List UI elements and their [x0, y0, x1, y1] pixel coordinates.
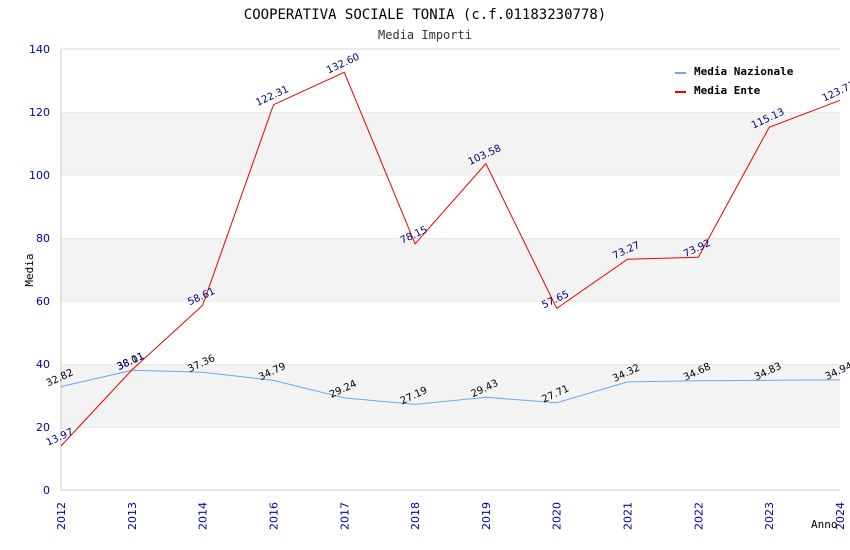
legend: Media Nazionale Media Ente — [675, 65, 794, 97]
y-axis-title: Media — [23, 253, 36, 286]
y-tick-label: 0 — [43, 484, 50, 497]
y-tick-label: 100 — [29, 169, 50, 182]
grid-band — [61, 112, 840, 175]
x-axis-title: Anno — [811, 518, 838, 531]
legend-label-ente: Media Ente — [694, 84, 761, 97]
y-tick-label: 120 — [29, 106, 50, 119]
x-tick-label: 2012 — [55, 502, 68, 530]
chart-subtitle: Media Importi — [378, 28, 472, 42]
grid-bands — [61, 48, 840, 490]
y-tick-labels: 0 20 40 60 80 100 120 140 — [29, 43, 50, 497]
grid-band — [61, 238, 840, 301]
x-tick-label: 2018 — [409, 502, 422, 530]
series-line-media-ente — [60, 71, 841, 447]
x-tick-label: 2014 — [197, 502, 210, 530]
x-tick-label: 2022 — [692, 502, 705, 530]
axes — [60, 49, 840, 491]
x-tick-label: 2019 — [480, 502, 493, 530]
x-tick-label: 2013 — [126, 502, 139, 530]
y-tick-label: 60 — [36, 295, 50, 308]
grid-band — [61, 364, 840, 427]
x-tick-label: 2021 — [622, 502, 635, 530]
x-tick-label: 2023 — [763, 502, 776, 530]
chart-title: COOPERATIVA SOCIALE TONIA (c.f.011832307… — [244, 7, 606, 23]
grid-band — [61, 49, 840, 112]
x-tick-labels: 2012 2013 2014 2016 2017 2018 2019 2020 2021 2022… — [55, 502, 847, 530]
legend-label-nazionale: Media Nazionale — [694, 65, 794, 78]
x-tick-label: 2017 — [338, 502, 351, 530]
grid-band — [61, 301, 840, 364]
series-line-media-nazionale — [60, 369, 841, 405]
x-tick-label: 2020 — [551, 502, 564, 530]
x-tick-label: 2016 — [267, 502, 280, 530]
x-tick-label: 2024 — [834, 502, 847, 530]
y-tick-label: 40 — [36, 358, 50, 371]
grid-band — [61, 427, 840, 490]
y-tick-label: 20 — [36, 421, 50, 434]
series-lines — [60, 71, 841, 447]
y-tick-label: 140 — [29, 43, 50, 56]
y-tick-label: 80 — [36, 232, 50, 245]
grid-band — [61, 175, 840, 238]
